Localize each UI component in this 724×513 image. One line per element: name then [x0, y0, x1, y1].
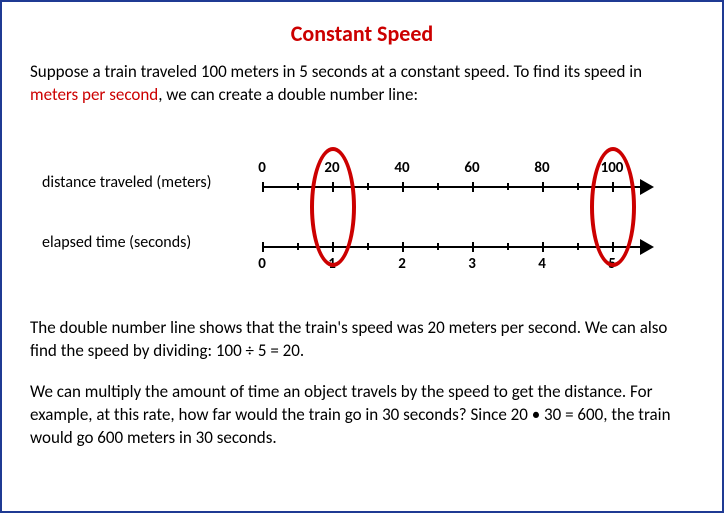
intro-text-post: , we can create a double number line:	[158, 84, 418, 105]
arrowhead-icon	[640, 239, 654, 255]
tick-minor	[367, 183, 369, 190]
double-number-line-diagram: distance traveled (meters) elapsed time …	[42, 125, 682, 295]
tick	[402, 182, 404, 192]
distance-axis-label: distance traveled (meters)	[42, 173, 212, 192]
tick-label: 80	[534, 159, 549, 177]
tick-minor	[577, 243, 579, 250]
tick-minor	[437, 183, 439, 190]
result-paragraph: The double number line shows that the tr…	[30, 317, 694, 363]
tick	[472, 242, 474, 252]
intro-paragraph: Suppose a train traveled 100 meters in 5…	[30, 61, 694, 107]
highlight-oval	[590, 147, 636, 267]
tick-label: 0	[258, 159, 266, 177]
intro-text-pre: Suppose a train traveled 100 meters in 5…	[30, 61, 642, 82]
tick	[542, 242, 544, 252]
tick-label: 40	[394, 159, 409, 177]
tick-label: 3	[468, 255, 476, 273]
arrowhead-icon	[640, 179, 654, 195]
time-axis-label: elapsed time (seconds)	[42, 233, 191, 252]
tick-minor	[297, 243, 299, 250]
tick	[402, 242, 404, 252]
document-frame: Constant Speed Suppose a train traveled …	[0, 0, 724, 513]
tick	[262, 182, 264, 192]
page-title: Constant Speed	[30, 20, 694, 47]
tick-label: 2	[398, 255, 406, 273]
highlight-oval	[310, 147, 356, 267]
tick-minor	[507, 183, 509, 190]
tick-minor	[577, 183, 579, 190]
tick-label: 60	[464, 159, 479, 177]
tick	[262, 242, 264, 252]
tick-label: 0	[258, 255, 266, 273]
tick-minor	[297, 183, 299, 190]
tick	[472, 182, 474, 192]
tick-label: 4	[538, 255, 546, 273]
tick	[542, 182, 544, 192]
intro-highlight: meters per second	[30, 84, 158, 105]
tick-minor	[507, 243, 509, 250]
tick-minor	[437, 243, 439, 250]
tick-minor	[367, 243, 369, 250]
extend-paragraph: We can multiply the amount of time an ob…	[30, 381, 694, 450]
